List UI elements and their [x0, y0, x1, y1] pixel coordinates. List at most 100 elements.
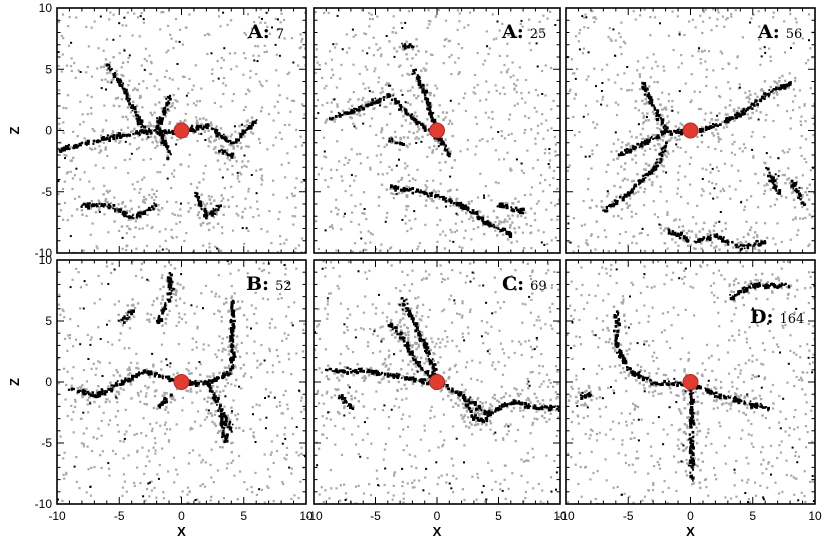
filament-point	[438, 196, 441, 198]
light-point	[414, 111, 417, 114]
filament-point	[391, 98, 393, 101]
light-point	[536, 132, 539, 135]
light-point	[128, 79, 131, 82]
dark-point	[303, 179, 306, 182]
light-point	[630, 210, 633, 213]
filament-point	[655, 161, 658, 164]
light-point	[684, 82, 687, 85]
light-point	[128, 347, 131, 350]
light-point	[290, 321, 293, 324]
light-point	[659, 103, 662, 106]
light-point	[268, 322, 272, 325]
filament-point	[136, 118, 139, 121]
light-point	[653, 80, 656, 84]
filament-point	[205, 212, 208, 215]
light-point	[72, 366, 75, 369]
light-point	[207, 211, 210, 214]
light-point	[234, 130, 237, 133]
filament-point	[604, 209, 607, 213]
dark-point	[540, 241, 543, 244]
light-point	[411, 86, 414, 89]
light-point	[542, 231, 545, 234]
light-point	[447, 122, 450, 126]
filament-point	[140, 126, 143, 129]
light-point	[492, 38, 495, 41]
light-point	[268, 271, 271, 274]
filament-point	[248, 125, 251, 129]
light-point	[659, 185, 662, 188]
filament-point	[414, 120, 418, 124]
light-point	[172, 46, 175, 50]
light-point	[165, 247, 168, 251]
light-point	[813, 102, 815, 105]
light-point	[414, 217, 417, 221]
dark-point	[204, 211, 207, 214]
light-point	[372, 54, 375, 57]
light-point	[100, 466, 103, 469]
light-point	[495, 89, 498, 92]
filament-point	[142, 211, 145, 214]
light-point	[132, 88, 135, 92]
filament-point	[128, 98, 131, 101]
light-point	[390, 168, 393, 171]
filament-point	[730, 116, 734, 120]
light-point	[191, 337, 194, 340]
filament-point	[87, 206, 90, 210]
light-point	[673, 219, 676, 222]
light-point	[255, 73, 258, 76]
filament-point	[117, 210, 120, 213]
filament-point	[521, 207, 525, 211]
light-point	[132, 114, 135, 118]
light-point	[344, 156, 347, 159]
dark-point	[749, 21, 752, 24]
filament-point	[405, 45, 408, 48]
light-point	[702, 130, 706, 133]
light-point	[181, 490, 184, 493]
dark-point	[711, 167, 714, 170]
light-point	[385, 188, 389, 191]
light-point	[647, 136, 650, 139]
light-point	[781, 173, 784, 177]
light-point	[634, 191, 637, 194]
light-point	[59, 209, 63, 212]
light-point	[161, 373, 164, 377]
light-point	[210, 448, 213, 451]
light-point	[772, 92, 775, 95]
light-point	[718, 248, 721, 251]
filament-point	[612, 202, 615, 205]
light-point	[63, 337, 67, 340]
light-point	[530, 128, 533, 131]
filament-point	[124, 88, 128, 92]
light-point	[639, 186, 642, 189]
dark-point	[606, 190, 609, 193]
light-point	[500, 221, 503, 224]
light-point	[223, 162, 226, 165]
light-point	[274, 17, 277, 20]
light-point	[85, 139, 88, 142]
filament-point	[402, 186, 406, 190]
filament-point	[403, 189, 406, 192]
light-point	[554, 143, 557, 146]
light-point	[171, 212, 174, 215]
light-point	[415, 38, 418, 41]
light-point	[366, 68, 369, 71]
ticks	[313, 7, 561, 254]
filament-point	[90, 204, 94, 208]
light-point	[105, 189, 108, 192]
filament-point	[512, 209, 516, 213]
light-point	[280, 297, 283, 300]
light-point	[476, 196, 480, 199]
light-point	[670, 105, 674, 108]
dark-point	[292, 61, 295, 64]
light-point	[258, 80, 261, 83]
light-point	[711, 241, 714, 244]
light-point	[405, 144, 408, 147]
dark-point	[185, 94, 188, 97]
light-point	[741, 242, 744, 246]
light-point	[801, 37, 804, 40]
dark-point	[675, 143, 678, 146]
light-point	[700, 247, 703, 250]
light-point	[236, 145, 239, 148]
light-point	[142, 195, 146, 198]
light-point	[507, 68, 510, 71]
